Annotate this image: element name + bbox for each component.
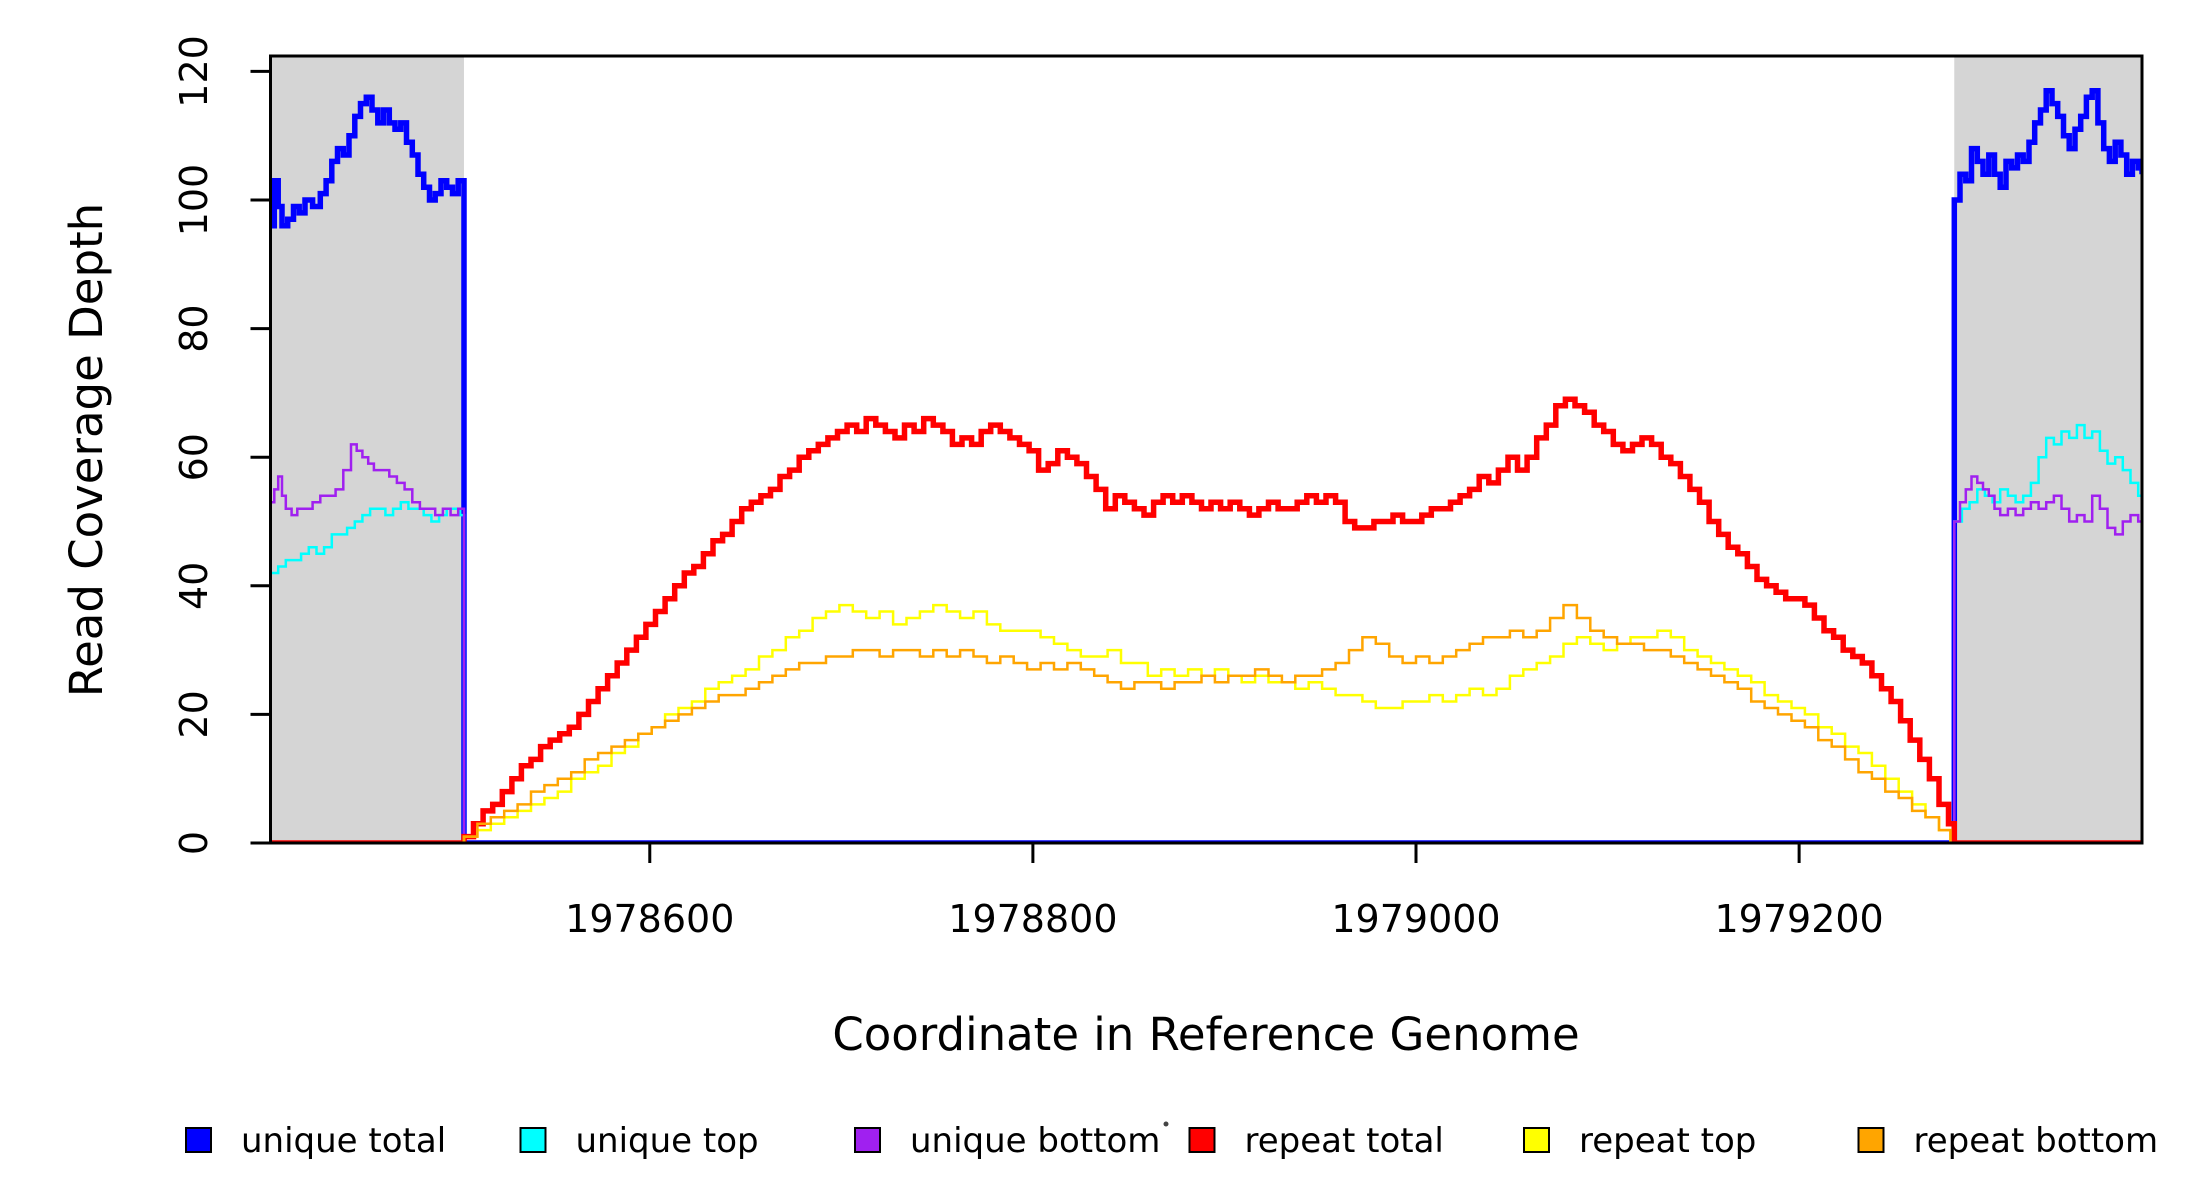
y-tick-label: 60	[172, 433, 216, 481]
x-tick-label: 1979200	[1714, 897, 1883, 941]
y-axis-title: Read Coverage Depth	[60, 203, 113, 697]
x-tick-label: 1978800	[948, 897, 1117, 941]
series-line-repeat-top	[270, 603, 2142, 843]
y-tick-label: 80	[172, 304, 216, 352]
unique-region-shading	[1954, 56, 2142, 843]
legend-label: repeat top	[1579, 1121, 1756, 1161]
legend-label: repeat bottom	[1914, 1121, 2159, 1161]
legend-label: repeat total	[1245, 1121, 1444, 1161]
series-line-unique-top	[270, 423, 2142, 843]
legend-swatch-repeat-top	[1523, 1127, 1550, 1153]
series-line-unique-bottom	[270, 443, 2142, 843]
x-tick-label: 1979000	[1331, 897, 1500, 941]
legend-swatch-repeat-total	[1188, 1127, 1216, 1153]
series-line-repeat-total	[270, 396, 2142, 843]
plot-area: 1978600 1978800 1979000 1979200 0 20 40 60 80 100…	[172, 35, 2144, 941]
y-tick-label: 40	[172, 562, 216, 610]
y-tick-label: 20	[172, 690, 216, 738]
series-line-unique-total	[270, 87, 2142, 843]
legend-label: unique total	[241, 1121, 446, 1161]
unique-region-shading	[270, 56, 464, 843]
legend: unique total unique top unique bottom repea…	[185, 1121, 2159, 1161]
legend-swatch-unique-total	[185, 1127, 212, 1153]
plot-box	[269, 54, 2144, 845]
series-group	[270, 87, 2142, 843]
legend-label: unique top	[576, 1121, 759, 1161]
x-tick-label: 1978600	[565, 897, 734, 941]
y-tick-label: 120	[172, 35, 216, 108]
legend-swatch-unique-top	[519, 1127, 547, 1153]
y-tick-label: 0	[172, 831, 216, 855]
stray-dot-artifact	[1163, 1121, 1169, 1127]
series-line-repeat-bottom	[270, 603, 2142, 843]
legend-label: unique bottom	[910, 1121, 1160, 1161]
legend-swatch-unique-bottom	[854, 1127, 881, 1153]
legend-swatch-repeat-bottom	[1857, 1127, 1885, 1153]
y-tick-label: 100	[172, 164, 216, 237]
x-axis-title: Coordinate in Reference Genome	[832, 1008, 1579, 1061]
